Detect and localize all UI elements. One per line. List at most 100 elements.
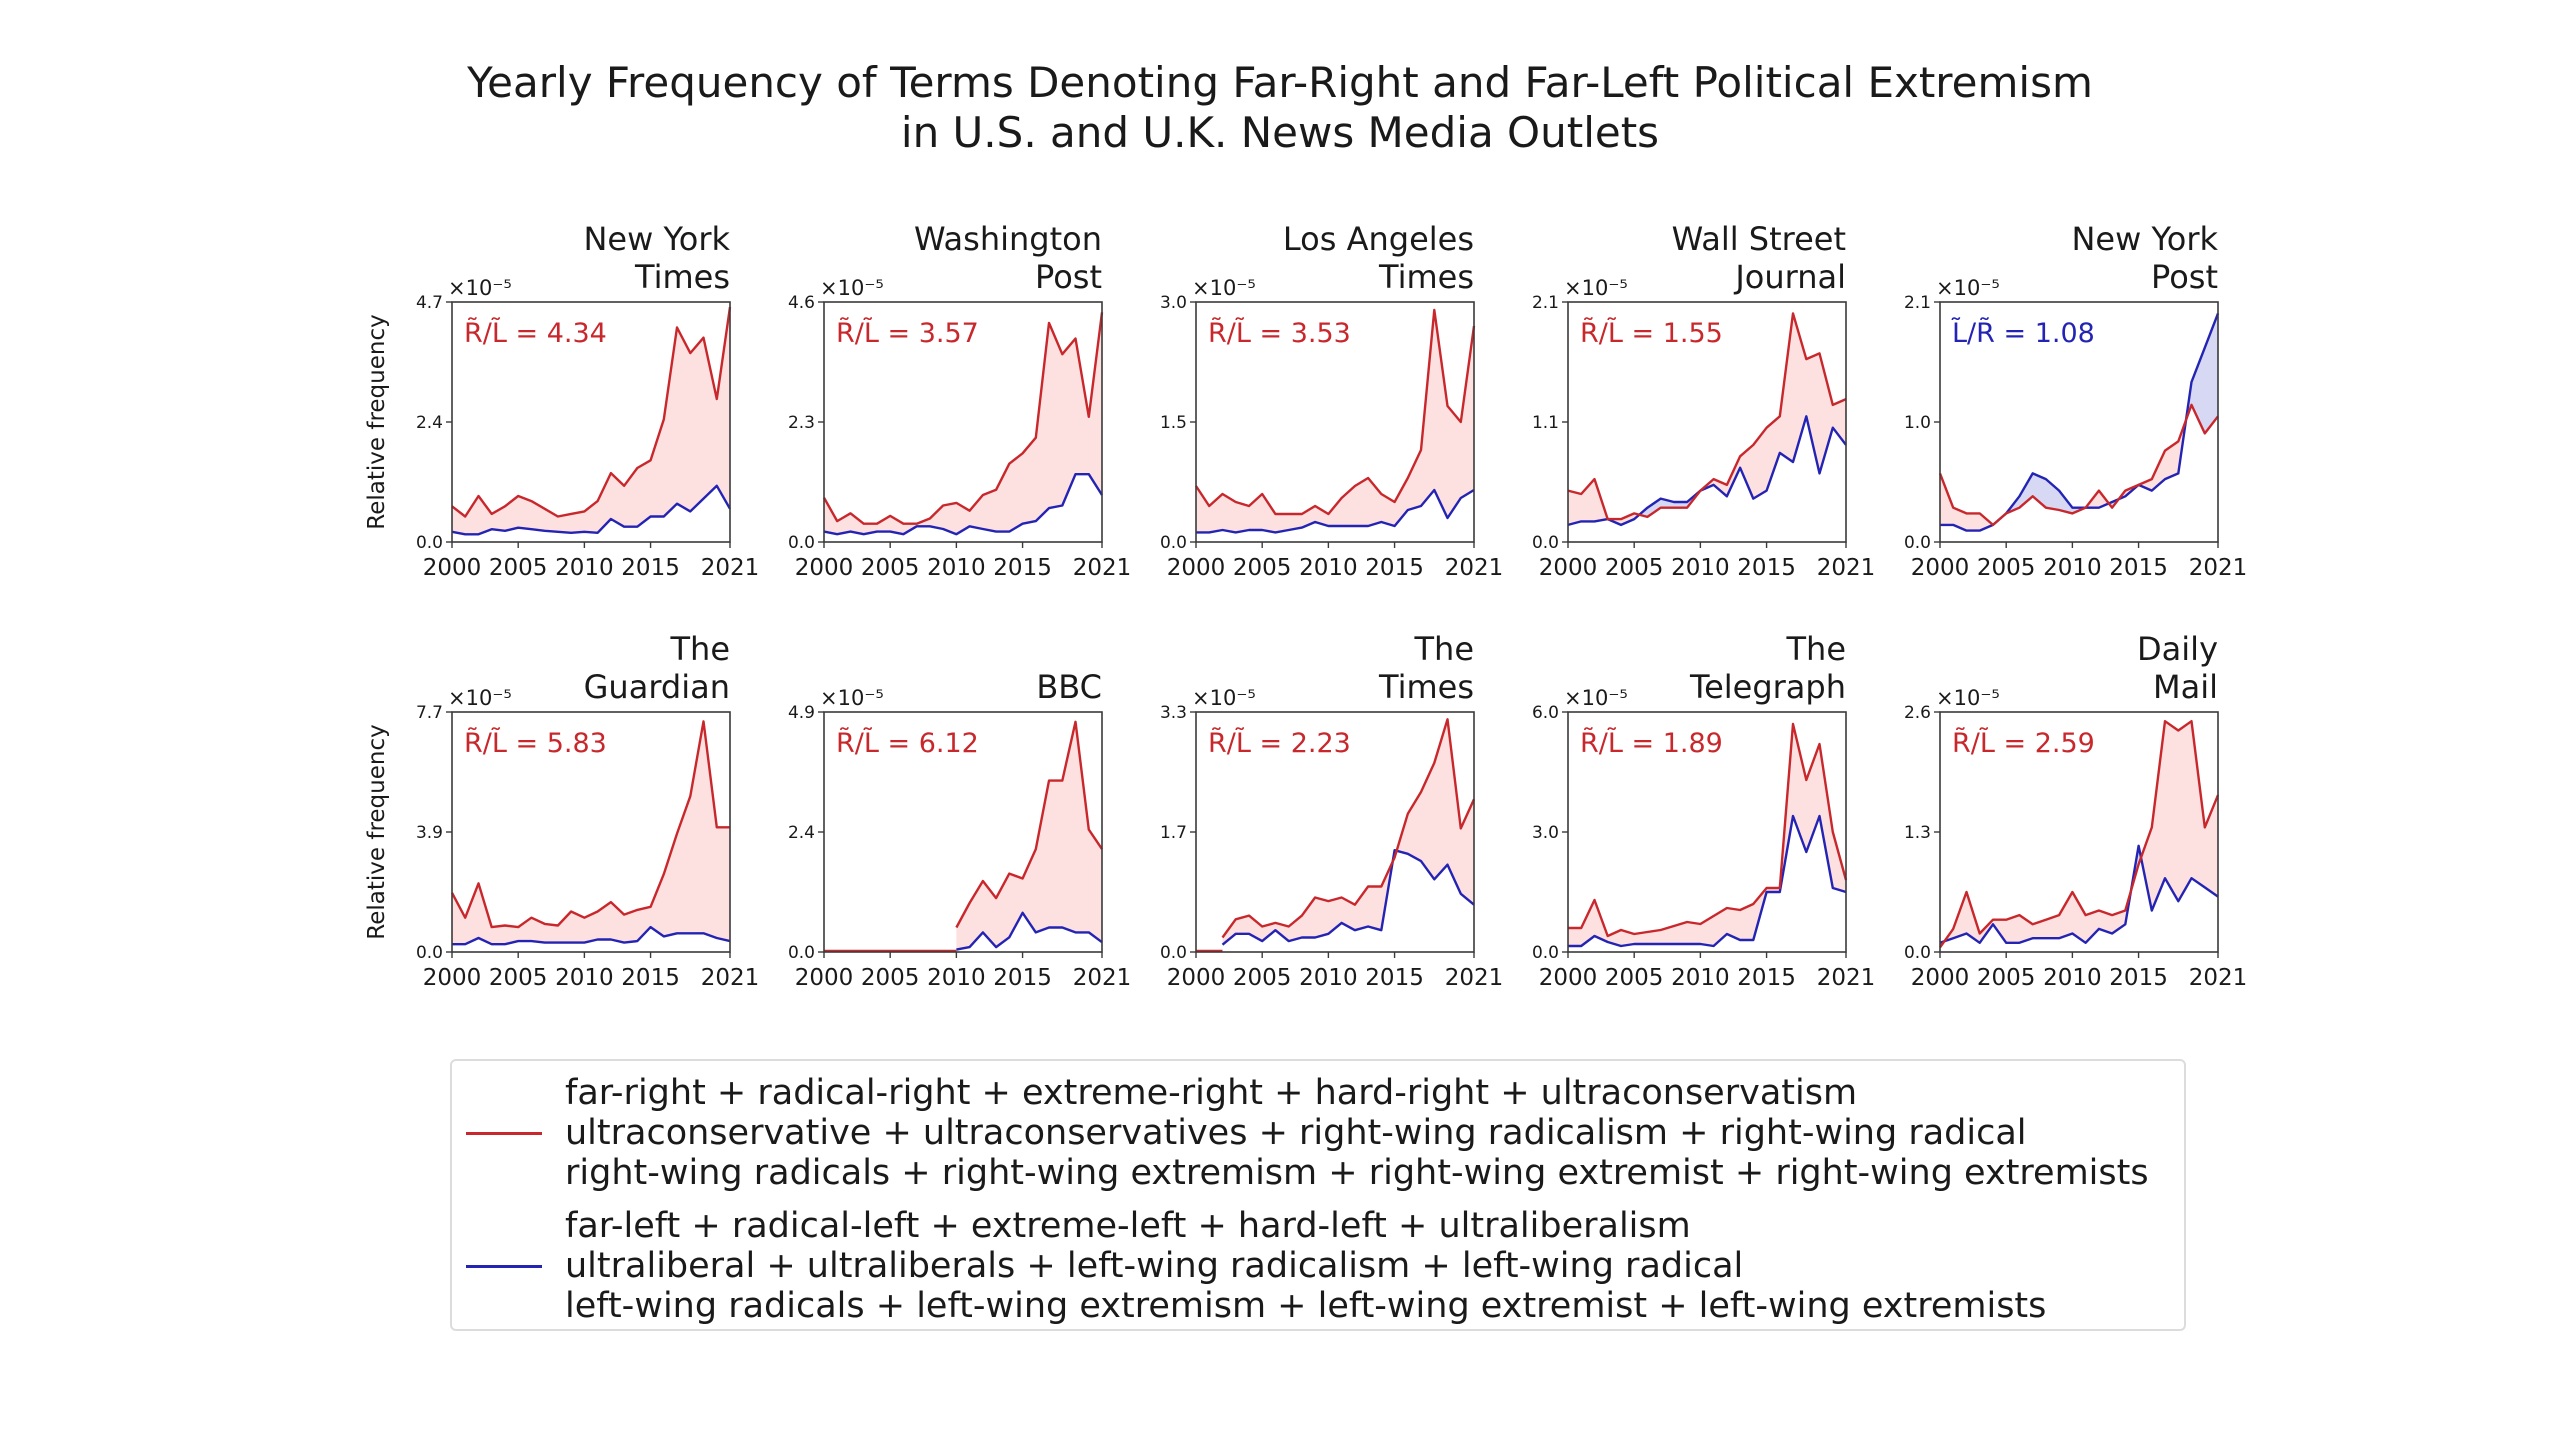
x-tick-label: 2015	[2109, 965, 2168, 991]
x-tick-label: 2015	[621, 555, 680, 581]
fill-right-over-left	[1396, 719, 1474, 905]
legend-right-line-1: far-right + radical-right + extreme-righ…	[565, 1073, 1858, 1113]
panel-new-york-times: 0.0 2.4 4.7 2000 2005 2010 2015 2021 ×10⁻⁵ New Yo…	[364, 220, 759, 581]
x-tick-label: 2021	[1445, 965, 1504, 991]
scale-label: ×10⁻⁵	[448, 276, 512, 300]
legend-left-line-1: far-left + radical-left + extreme-left +…	[565, 1206, 1691, 1246]
fill-left-over-right	[2006, 473, 2086, 514]
y-tick-label: 7.7	[416, 703, 443, 723]
figure-title-line-1: Yearly Frequency of Terms Denoting Far-R…	[467, 58, 2093, 107]
y-tick-label: 0.0	[788, 943, 815, 963]
scale-label: ×10⁻⁵	[820, 686, 884, 710]
ratio-label: L̃/R̃ = 1.08	[1951, 317, 2095, 349]
x-tick-label: 2015	[621, 965, 680, 991]
panel-title-line: Times	[1378, 668, 1474, 706]
panel-title-line: BBC	[1036, 668, 1102, 706]
y-tick-label: 3.9	[416, 823, 443, 843]
x-tick-label: 2015	[1737, 965, 1796, 991]
ratio-label: R̃/L̃ = 1.89	[1580, 727, 1723, 759]
x-tick-label: 2015	[1365, 965, 1424, 991]
panel-title-line: Journal	[1733, 258, 1846, 296]
x-tick-label: 2010	[1299, 965, 1358, 991]
series-right-line	[1938, 403, 2219, 527]
x-tick-label: 2000	[1911, 555, 1970, 581]
x-tick-label: 2010	[1671, 965, 1730, 991]
x-tick-label: 2021	[701, 555, 760, 581]
x-tick-label: 2015	[1737, 555, 1796, 581]
scale-label: ×10⁻⁵	[1936, 686, 2000, 710]
panel-daily-mail: 0.0 1.3 2.6 2000 2005 2010 2015 2021 ×10⁻⁵ DailyM…	[1904, 630, 2247, 991]
x-tick-label: 2010	[1299, 555, 1358, 581]
y-tick-label: 2.4	[416, 413, 443, 433]
x-tick-label: 2000	[1167, 965, 1226, 991]
panel-new-york-post: 0.0 1.0 2.1 2000 2005 2010 2015 2021 ×10⁻⁵ New Yo…	[1904, 220, 2247, 581]
series-left-line	[452, 925, 731, 946]
scale-label: ×10⁻⁵	[1192, 686, 1256, 710]
x-tick-label: 2021	[2189, 965, 2248, 991]
x-tick-label: 2005	[489, 965, 548, 991]
x-tick-label: 2000	[1539, 965, 1598, 991]
series-left-line	[823, 473, 1104, 536]
y-tick-label: 1.7	[1160, 823, 1187, 843]
x-tick-label: 2015	[993, 555, 1052, 581]
panel-title-line: Los Angeles	[1283, 220, 1474, 258]
panel-title-line: Daily	[2137, 630, 2218, 668]
y-tick-label: 3.0	[1160, 293, 1187, 313]
ratio-label: R̃/L̃ = 3.57	[836, 317, 979, 349]
x-tick-label: 2021	[2189, 555, 2248, 581]
panel-title-line: Times	[1378, 258, 1474, 296]
x-tick-label: 2021	[1445, 555, 1504, 581]
y-tick-label: 6.0	[1532, 703, 1559, 723]
y-tick-label: 0.0	[1904, 943, 1931, 963]
x-tick-label: 2015	[1365, 555, 1424, 581]
panel-title-line: Guardian	[584, 668, 730, 706]
panel-title-line: New York	[583, 220, 730, 258]
y-tick-label: 3.0	[1532, 823, 1559, 843]
x-tick-label: 2010	[555, 965, 614, 991]
scale-label: ×10⁻⁵	[1936, 276, 2000, 300]
x-tick-label: 2021	[1817, 555, 1876, 581]
legend-left-line-3: left-wing radicals + left-wing extremism…	[565, 1286, 2047, 1326]
fill-right-over-left	[452, 721, 730, 945]
panel-title-line: The	[669, 630, 730, 668]
y-tick-label: 4.7	[416, 293, 443, 313]
series-left-line	[1221, 849, 1475, 946]
x-tick-label: 2005	[1605, 965, 1664, 991]
panel-title-line: Mail	[2153, 668, 2218, 706]
fill-left-over-right	[1639, 490, 1701, 517]
scale-label: ×10⁻⁵	[1564, 276, 1628, 300]
figure-title: Yearly Frequency of Terms Denoting Far-R…	[0, 58, 2560, 158]
ratio-label: R̃/L̃ = 2.23	[1208, 727, 1351, 759]
y-tick-label: 2.6	[1904, 703, 1931, 723]
x-tick-label: 2005	[1233, 965, 1292, 991]
x-tick-label: 2021	[1073, 555, 1132, 581]
y-tick-label: 0.0	[416, 943, 443, 963]
legend-line-right	[466, 1132, 542, 1135]
x-tick-label: 2021	[1073, 965, 1132, 991]
scale-label: ×10⁻⁵	[1192, 276, 1256, 300]
fill-right-over-left	[2118, 420, 2186, 500]
x-tick-label: 2021	[701, 965, 760, 991]
panel-title-line: The	[1785, 630, 1846, 668]
y-tick-label: 0.0	[1160, 533, 1187, 553]
x-tick-label: 2010	[2043, 555, 2102, 581]
x-tick-label: 2015	[2109, 555, 2168, 581]
fill-right-over-left	[1196, 310, 1474, 533]
legend-right-line-2: ultraconservative + ultraconservatives +…	[565, 1113, 2027, 1153]
fill-right-over-left	[452, 307, 730, 535]
series-left-line	[956, 911, 1103, 951]
x-tick-label: 2000	[795, 555, 854, 581]
ratio-label: R̃/L̃ = 1.55	[1580, 317, 1723, 349]
x-tick-label: 2021	[1817, 965, 1876, 991]
fill-right-over-left	[1568, 724, 1846, 946]
x-tick-label: 2005	[1233, 555, 1292, 581]
panel-washington-post: 0.0 2.3 4.6 2000 2005 2010 2015 2021 ×10⁻⁵ Washin…	[788, 220, 1131, 581]
series-left-line	[1568, 814, 1847, 948]
fill-right-over-left	[1222, 861, 1393, 945]
y-tick-label: 0.0	[1160, 943, 1187, 963]
y-tick-label: 4.9	[788, 703, 815, 723]
series-right-line	[451, 306, 732, 518]
panel-los-angeles-times: 0.0 1.5 3.0 2000 2005 2010 2015 2021 ×10⁻⁵ Los An…	[1160, 220, 1503, 581]
series-left-line	[1567, 415, 1847, 527]
